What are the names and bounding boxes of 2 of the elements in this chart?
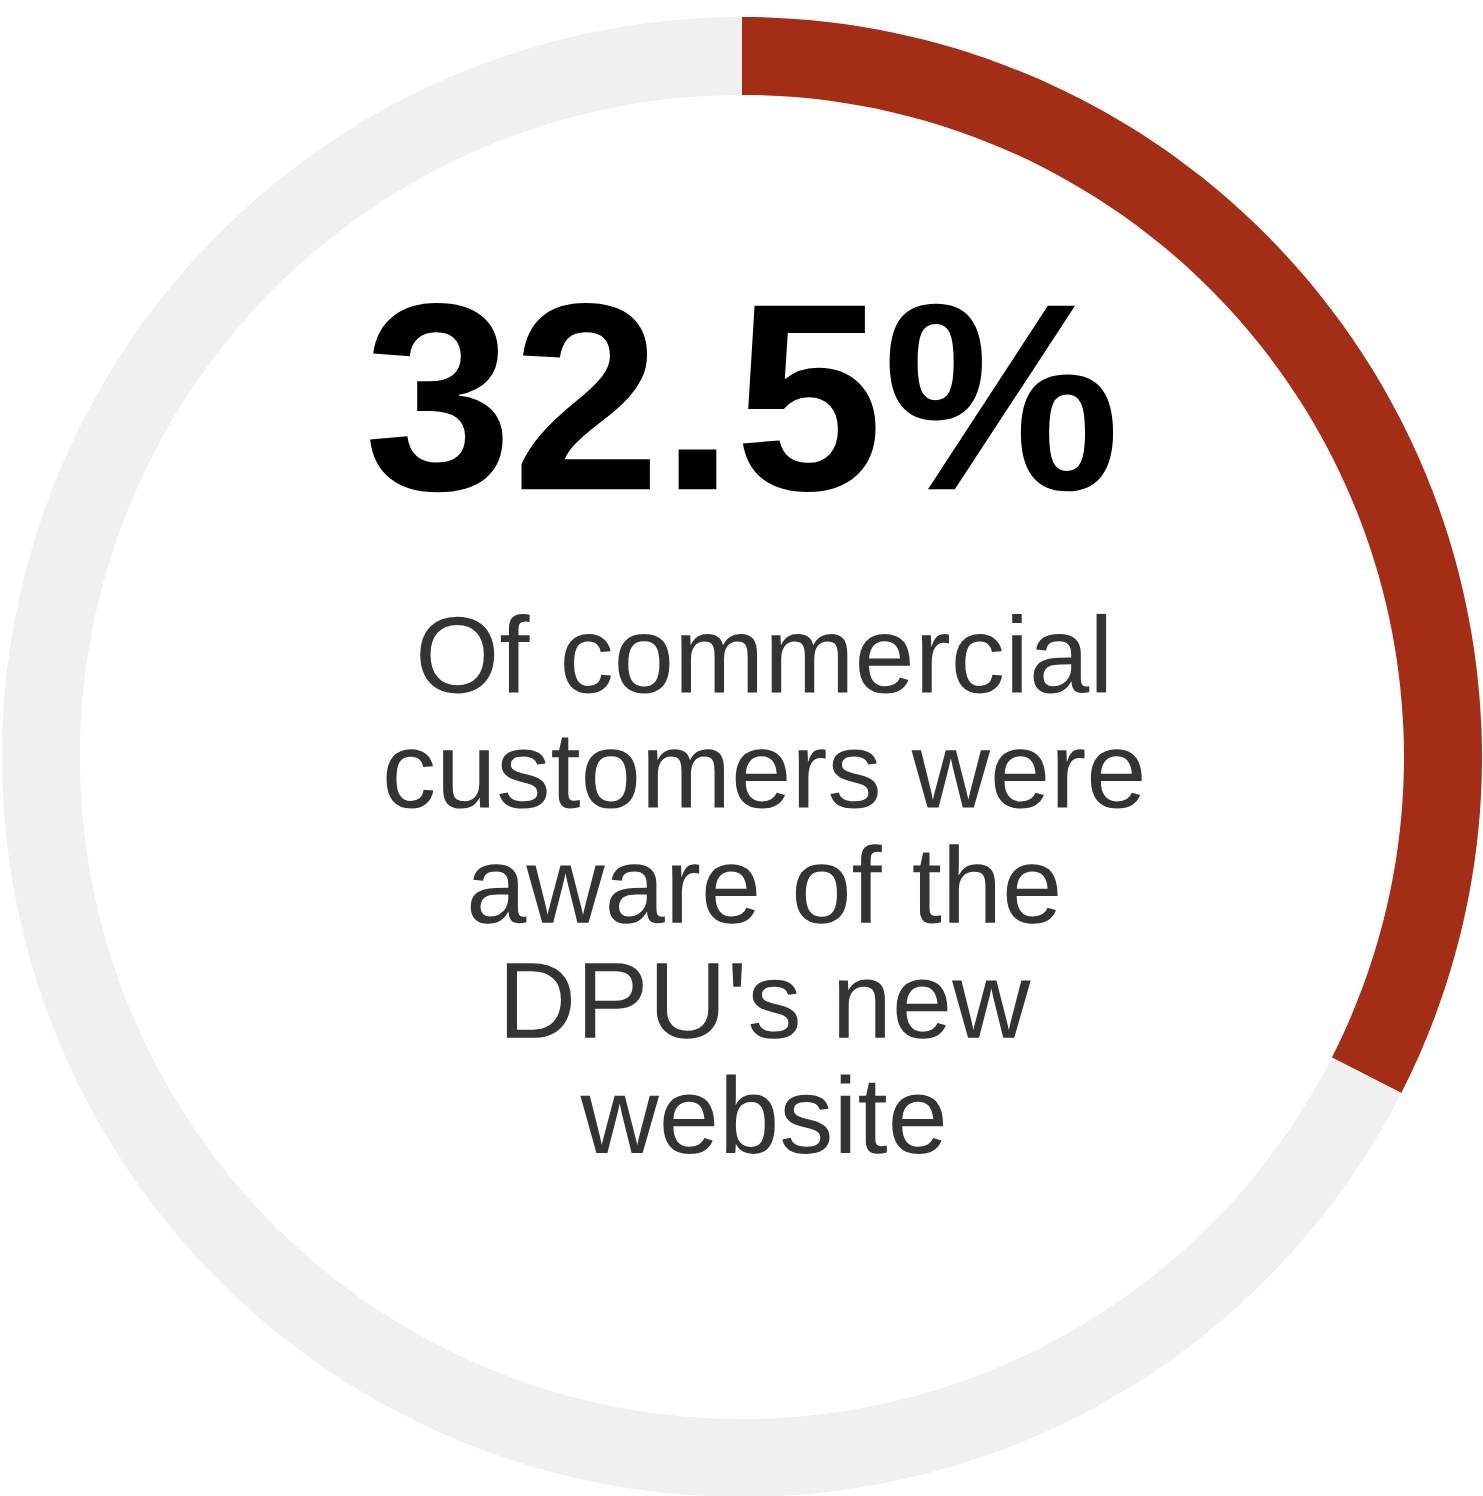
text: Of commercial customers were aware of the DPU's new website	[386, 613, 1142, 1154]
data-label: 32.5%	[370, 303, 1114, 493]
